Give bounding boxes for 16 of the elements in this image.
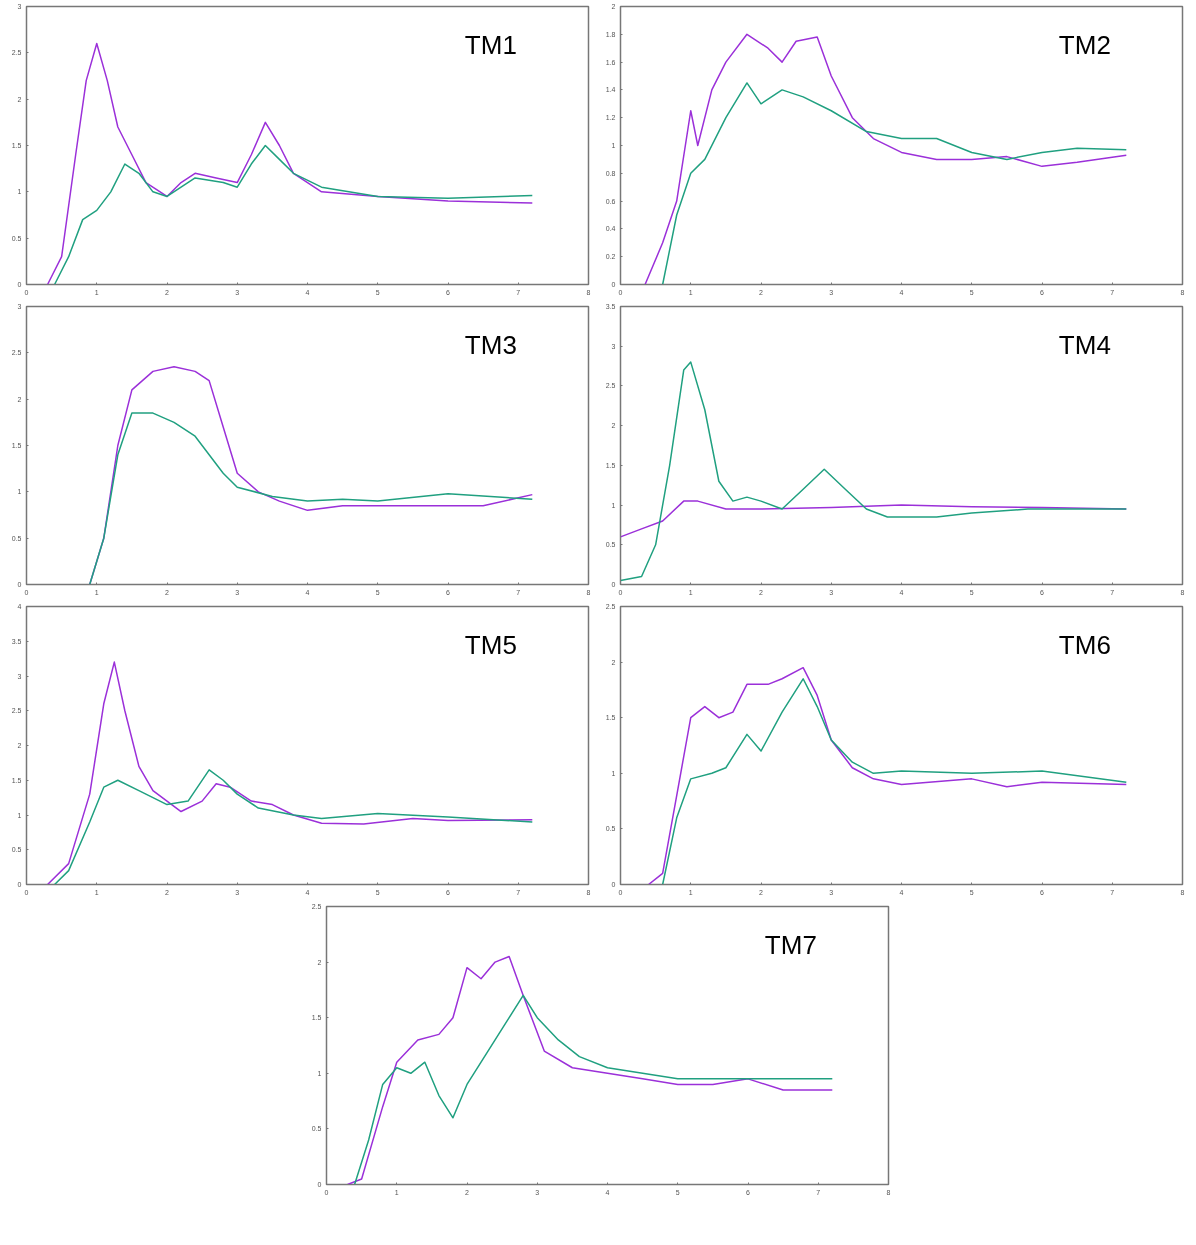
line-series (620, 361, 1128, 582)
line-series (53, 769, 534, 885)
line-series (353, 994, 834, 1185)
line-series (346, 955, 834, 1185)
text: TM2 (1058, 30, 1111, 61)
line-series (661, 82, 1128, 285)
line-series (88, 412, 534, 585)
text: TM4 (1058, 330, 1111, 361)
text: TM6 (1058, 630, 1111, 661)
text: TM7 (764, 930, 817, 961)
line-series (53, 144, 534, 285)
text: TM3 (464, 330, 517, 361)
line-series (644, 33, 1128, 285)
text: TM5 (464, 630, 517, 661)
line-series (46, 661, 534, 885)
text: TM1 (464, 30, 517, 61)
